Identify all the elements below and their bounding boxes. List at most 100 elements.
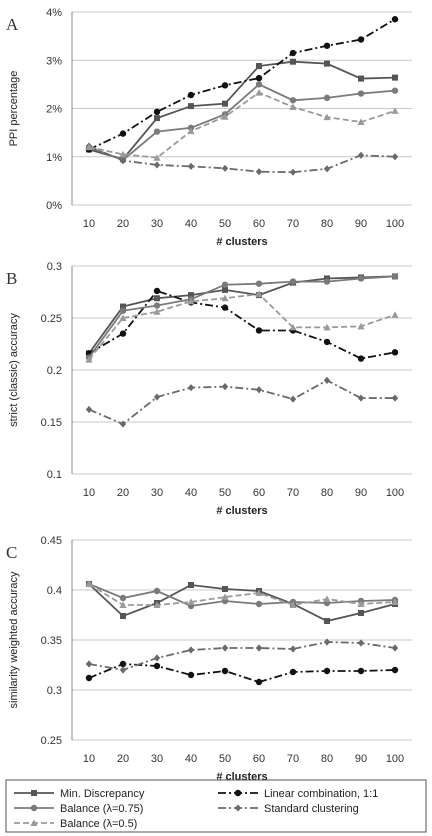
data-point	[187, 384, 195, 392]
x-tick-label: 50	[219, 487, 231, 499]
x-tick-label: 100	[386, 487, 404, 499]
data-point	[153, 128, 161, 135]
x-tick-label: 100	[386, 753, 404, 765]
data-point	[391, 107, 399, 114]
data-point	[119, 601, 127, 608]
y-tick-label: 0.25	[41, 313, 62, 325]
data-point	[289, 168, 297, 176]
data-point	[187, 598, 195, 605]
x-tick-label: 70	[287, 753, 299, 765]
data-point	[324, 618, 330, 624]
data-point	[323, 165, 331, 173]
x-tick-label: 40	[185, 218, 197, 230]
x-tick-label: 80	[321, 487, 333, 499]
x-tick-label: 70	[287, 218, 299, 230]
x-axis-title: # clusters	[216, 505, 267, 517]
x-tick-label: 10	[83, 487, 95, 499]
data-point	[391, 273, 399, 280]
series-4	[85, 290, 399, 363]
data-point	[187, 646, 195, 654]
series-line	[88, 583, 396, 606]
x-tick-label: 80	[321, 218, 333, 230]
y-tick-label: 3%	[46, 55, 62, 67]
data-point	[358, 610, 364, 616]
series-line	[88, 83, 396, 162]
data-point	[221, 644, 229, 652]
y-tick-label: 0.45	[41, 535, 62, 547]
data-point	[391, 666, 399, 674]
data-point	[221, 304, 229, 311]
data-point	[119, 420, 127, 428]
data-point	[357, 36, 365, 43]
data-point	[153, 587, 161, 595]
y-tick-label: 0.25	[41, 735, 62, 747]
data-point	[221, 164, 229, 172]
data-point	[221, 281, 229, 288]
series-line	[88, 641, 396, 671]
series-1	[85, 660, 399, 686]
data-point	[85, 674, 93, 682]
data-point	[392, 74, 398, 81]
data-point	[153, 308, 161, 315]
data-point	[289, 645, 297, 653]
data-point	[357, 667, 365, 675]
data-point	[323, 42, 331, 49]
panel-b: 0.1 0.15 0.2 0.25 0.3 10 20 30 40 50 60 70 80 90 100 # …	[6, 261, 412, 517]
data-point	[255, 600, 263, 608]
series-line	[88, 663, 396, 683]
legend-label: Balance (λ=0.75)	[60, 803, 143, 815]
y-axis-title: strict (classic) accuracy	[8, 313, 20, 427]
data-point	[85, 405, 93, 414]
panel-label: B	[6, 269, 17, 288]
data-point	[85, 580, 93, 587]
x-tick-label: 90	[355, 218, 367, 230]
data-point	[255, 589, 263, 596]
data-point	[255, 168, 263, 176]
data-point	[188, 292, 194, 299]
legend-item: Linear combination, 1:1	[218, 788, 378, 800]
data-point	[323, 94, 331, 102]
data-point	[391, 87, 399, 94]
legend-item: Standard clustering	[218, 803, 359, 815]
x-tick-label: 30	[151, 218, 163, 230]
y-tick-label: 0.15	[41, 417, 62, 429]
series-line	[88, 293, 396, 361]
data-point	[289, 323, 297, 331]
data-point	[323, 376, 331, 384]
y-tick-label: 4%	[46, 7, 62, 19]
data-point	[119, 307, 127, 314]
data-point	[391, 394, 399, 402]
data-point	[323, 113, 331, 121]
data-point	[391, 153, 399, 161]
data-point	[255, 290, 263, 298]
data-point	[85, 143, 93, 151]
x-tick-label: 30	[151, 753, 163, 765]
x-tick-label: 40	[185, 753, 197, 765]
data-point	[154, 115, 160, 122]
x-tick-label: 40	[185, 487, 197, 499]
series-4	[85, 580, 399, 608]
data-point	[221, 113, 229, 120]
data-point	[357, 151, 365, 159]
panel-a: 0% 1% 2% 3% 4% 10 20 30 40 50 60 70 80 90 100 # cluster…	[6, 7, 412, 248]
data-point	[255, 678, 263, 686]
data-point	[323, 338, 331, 346]
data-point	[323, 595, 331, 602]
series-4	[85, 88, 399, 161]
series-3	[85, 638, 399, 674]
data-point	[391, 311, 399, 318]
y-tick-label: 0.3	[47, 685, 62, 697]
data-point	[119, 666, 127, 674]
data-point	[153, 654, 161, 662]
x-tick-label: 90	[355, 753, 367, 765]
legend-label: Linear combination, 1:1	[264, 788, 378, 800]
series-line	[88, 289, 396, 360]
x-tick-label: 20	[117, 218, 129, 230]
x-tick-label: 60	[253, 218, 265, 230]
y-tick-label: 1%	[46, 152, 62, 164]
data-point	[120, 613, 126, 619]
data-point	[222, 586, 228, 592]
x-tick-label: 60	[253, 753, 265, 765]
data-point	[357, 90, 365, 97]
y-tick-label: 0.3	[47, 261, 62, 273]
